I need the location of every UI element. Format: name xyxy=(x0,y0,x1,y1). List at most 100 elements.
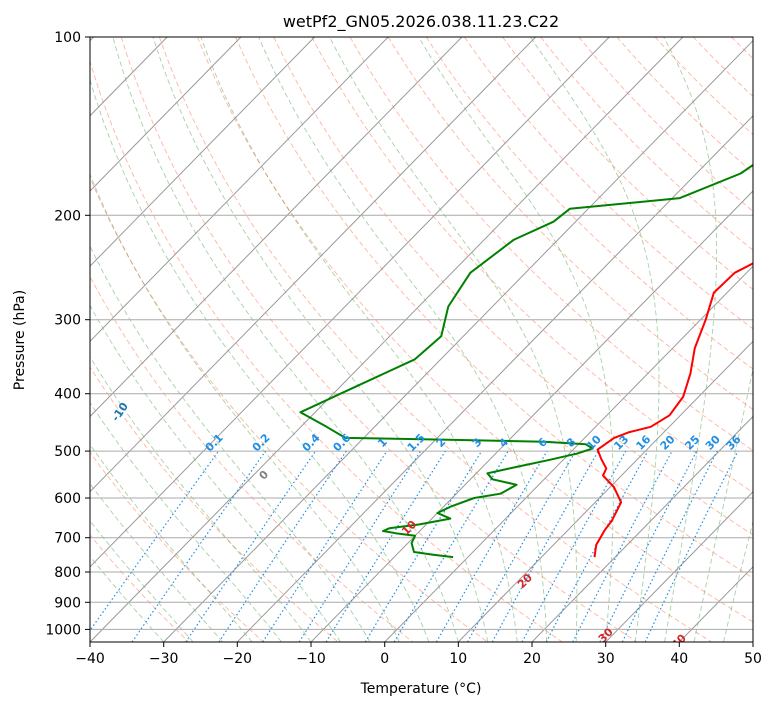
moist-adiabat-line xyxy=(90,401,282,642)
moist-adiabat-line xyxy=(90,304,341,642)
mixing-ratio-line xyxy=(466,450,577,642)
plot-background xyxy=(90,37,753,642)
mixing-ratio-lines xyxy=(90,450,739,642)
dry-adiabat-line xyxy=(425,37,753,370)
x-tick-label: 20 xyxy=(523,651,541,667)
moist-adiabats xyxy=(90,37,753,642)
moist-adiabat-label: 40 xyxy=(669,631,689,651)
mixing-ratio-line xyxy=(521,450,627,642)
y-tick-label: 600 xyxy=(54,491,81,507)
dry-adiabat-line xyxy=(90,59,563,642)
isotherm-line xyxy=(384,265,753,642)
mixing-ratio-line xyxy=(131,450,266,642)
y-tick-label: 800 xyxy=(54,565,81,581)
mixing-ratio-line xyxy=(621,450,718,642)
y-axis-label: Pressure (hPa) xyxy=(12,290,28,390)
dry-adiabat-line xyxy=(90,451,264,642)
y-axis: 100 200 300 400 500 600 700 800 900 1000 xyxy=(45,30,90,638)
dry-adiabat-line xyxy=(273,37,753,536)
moist-adiabat-line xyxy=(693,367,753,642)
moist-adiabat-line xyxy=(663,37,718,642)
mixing-ratio-line xyxy=(90,450,220,632)
profile-series xyxy=(299,163,753,559)
isotherm-line xyxy=(90,37,463,418)
moist-adiabat-line xyxy=(112,37,459,642)
mixing-ratio-line xyxy=(545,450,649,642)
moist-adiabat-line xyxy=(200,37,518,642)
moist-adiabat-line xyxy=(329,37,578,642)
y-tick-label: 900 xyxy=(54,595,81,611)
isotherm-line xyxy=(90,37,684,642)
y-tick-label: 200 xyxy=(54,208,81,224)
x-axis: −40 −30 −20 −10 0 10 20 30 40 50 xyxy=(75,642,762,667)
isotherm-line xyxy=(90,37,315,267)
dry-adiabats xyxy=(90,37,775,642)
dry-adiabat-line xyxy=(90,366,339,642)
x-tick-label: 0 xyxy=(380,651,389,667)
dry-adiabat-line xyxy=(616,37,753,174)
x-tick-label: −20 xyxy=(223,651,253,667)
x-tick-label: 10 xyxy=(449,651,467,667)
mixing-ratio-line xyxy=(298,450,422,642)
chart-title: wetPf2_GN05.2026.038.11.23.C22 xyxy=(283,12,559,32)
mixing-ratio-line xyxy=(218,450,347,642)
moist-adiabat-line xyxy=(90,245,371,642)
isotherm-line xyxy=(90,37,610,568)
skewed-isotherms xyxy=(90,37,753,642)
isotherm-line xyxy=(163,39,753,642)
x-tick-label: 30 xyxy=(597,651,615,667)
dry-adiabat-line xyxy=(578,37,753,212)
dry-adiabat-line xyxy=(90,534,190,642)
moist-adiabat-line xyxy=(90,443,253,642)
isotherm-line xyxy=(90,37,242,192)
dry-adiabat-line xyxy=(197,37,753,623)
x-tick-label: −30 xyxy=(149,651,179,667)
x-axis-label: Temperature (°C) xyxy=(360,681,482,697)
dry-adiabat-line xyxy=(770,37,775,642)
mixing-ratio-line xyxy=(491,450,599,642)
isotherm-line xyxy=(236,115,753,642)
x-tick-label: 50 xyxy=(744,651,762,667)
x-tick-label: 40 xyxy=(670,651,688,667)
pressure-gridlines xyxy=(90,37,753,630)
dry-adiabat-line xyxy=(502,37,753,290)
dry-adiabat-label: -20 xyxy=(26,358,48,382)
moist-adiabat-line xyxy=(90,555,165,642)
isotherm-line xyxy=(605,490,753,642)
profile-line xyxy=(299,163,753,559)
dry-adiabat-line xyxy=(387,37,753,411)
moist-adiabat-line xyxy=(529,37,660,642)
dry-adiabat-line xyxy=(349,37,753,452)
moist-adiabat-line xyxy=(90,173,400,642)
dry-adiabat-line xyxy=(120,37,638,642)
isotherm-line xyxy=(752,641,753,642)
y-tick-label: 700 xyxy=(54,531,81,547)
isotherm-line xyxy=(531,415,753,642)
x-tick-label: −10 xyxy=(296,651,326,667)
moist-adiabat-line xyxy=(90,482,223,642)
mixing-ratio-line xyxy=(364,450,483,642)
moist-adiabat-line xyxy=(90,78,430,642)
isotherm-line xyxy=(90,37,536,493)
y-tick-label: 500 xyxy=(54,444,81,460)
y-tick-label: 1000 xyxy=(45,622,81,638)
y-tick-label: 100 xyxy=(54,30,81,46)
moist-adiabat-line xyxy=(90,520,194,642)
isotherm-line xyxy=(90,37,389,343)
plot-frame xyxy=(89,36,754,643)
mixing-ratio-line xyxy=(599,450,698,642)
mixing-ratio-line xyxy=(262,450,388,642)
moist-adiabat-line xyxy=(152,37,489,642)
isotherm-line xyxy=(457,340,753,642)
x-tick-label: −40 xyxy=(75,651,105,667)
moist-adiabat-line xyxy=(90,355,312,642)
dry-adiabat-line xyxy=(464,37,753,330)
moist-adiabat-line xyxy=(258,37,548,642)
moist-adiabat-line xyxy=(723,519,753,642)
isotherm-line xyxy=(310,190,753,642)
profile-line xyxy=(593,262,753,558)
dry-adiabat-line xyxy=(235,37,753,579)
y-tick-label: 300 xyxy=(54,313,81,329)
mixing-ratio-line xyxy=(185,450,316,642)
